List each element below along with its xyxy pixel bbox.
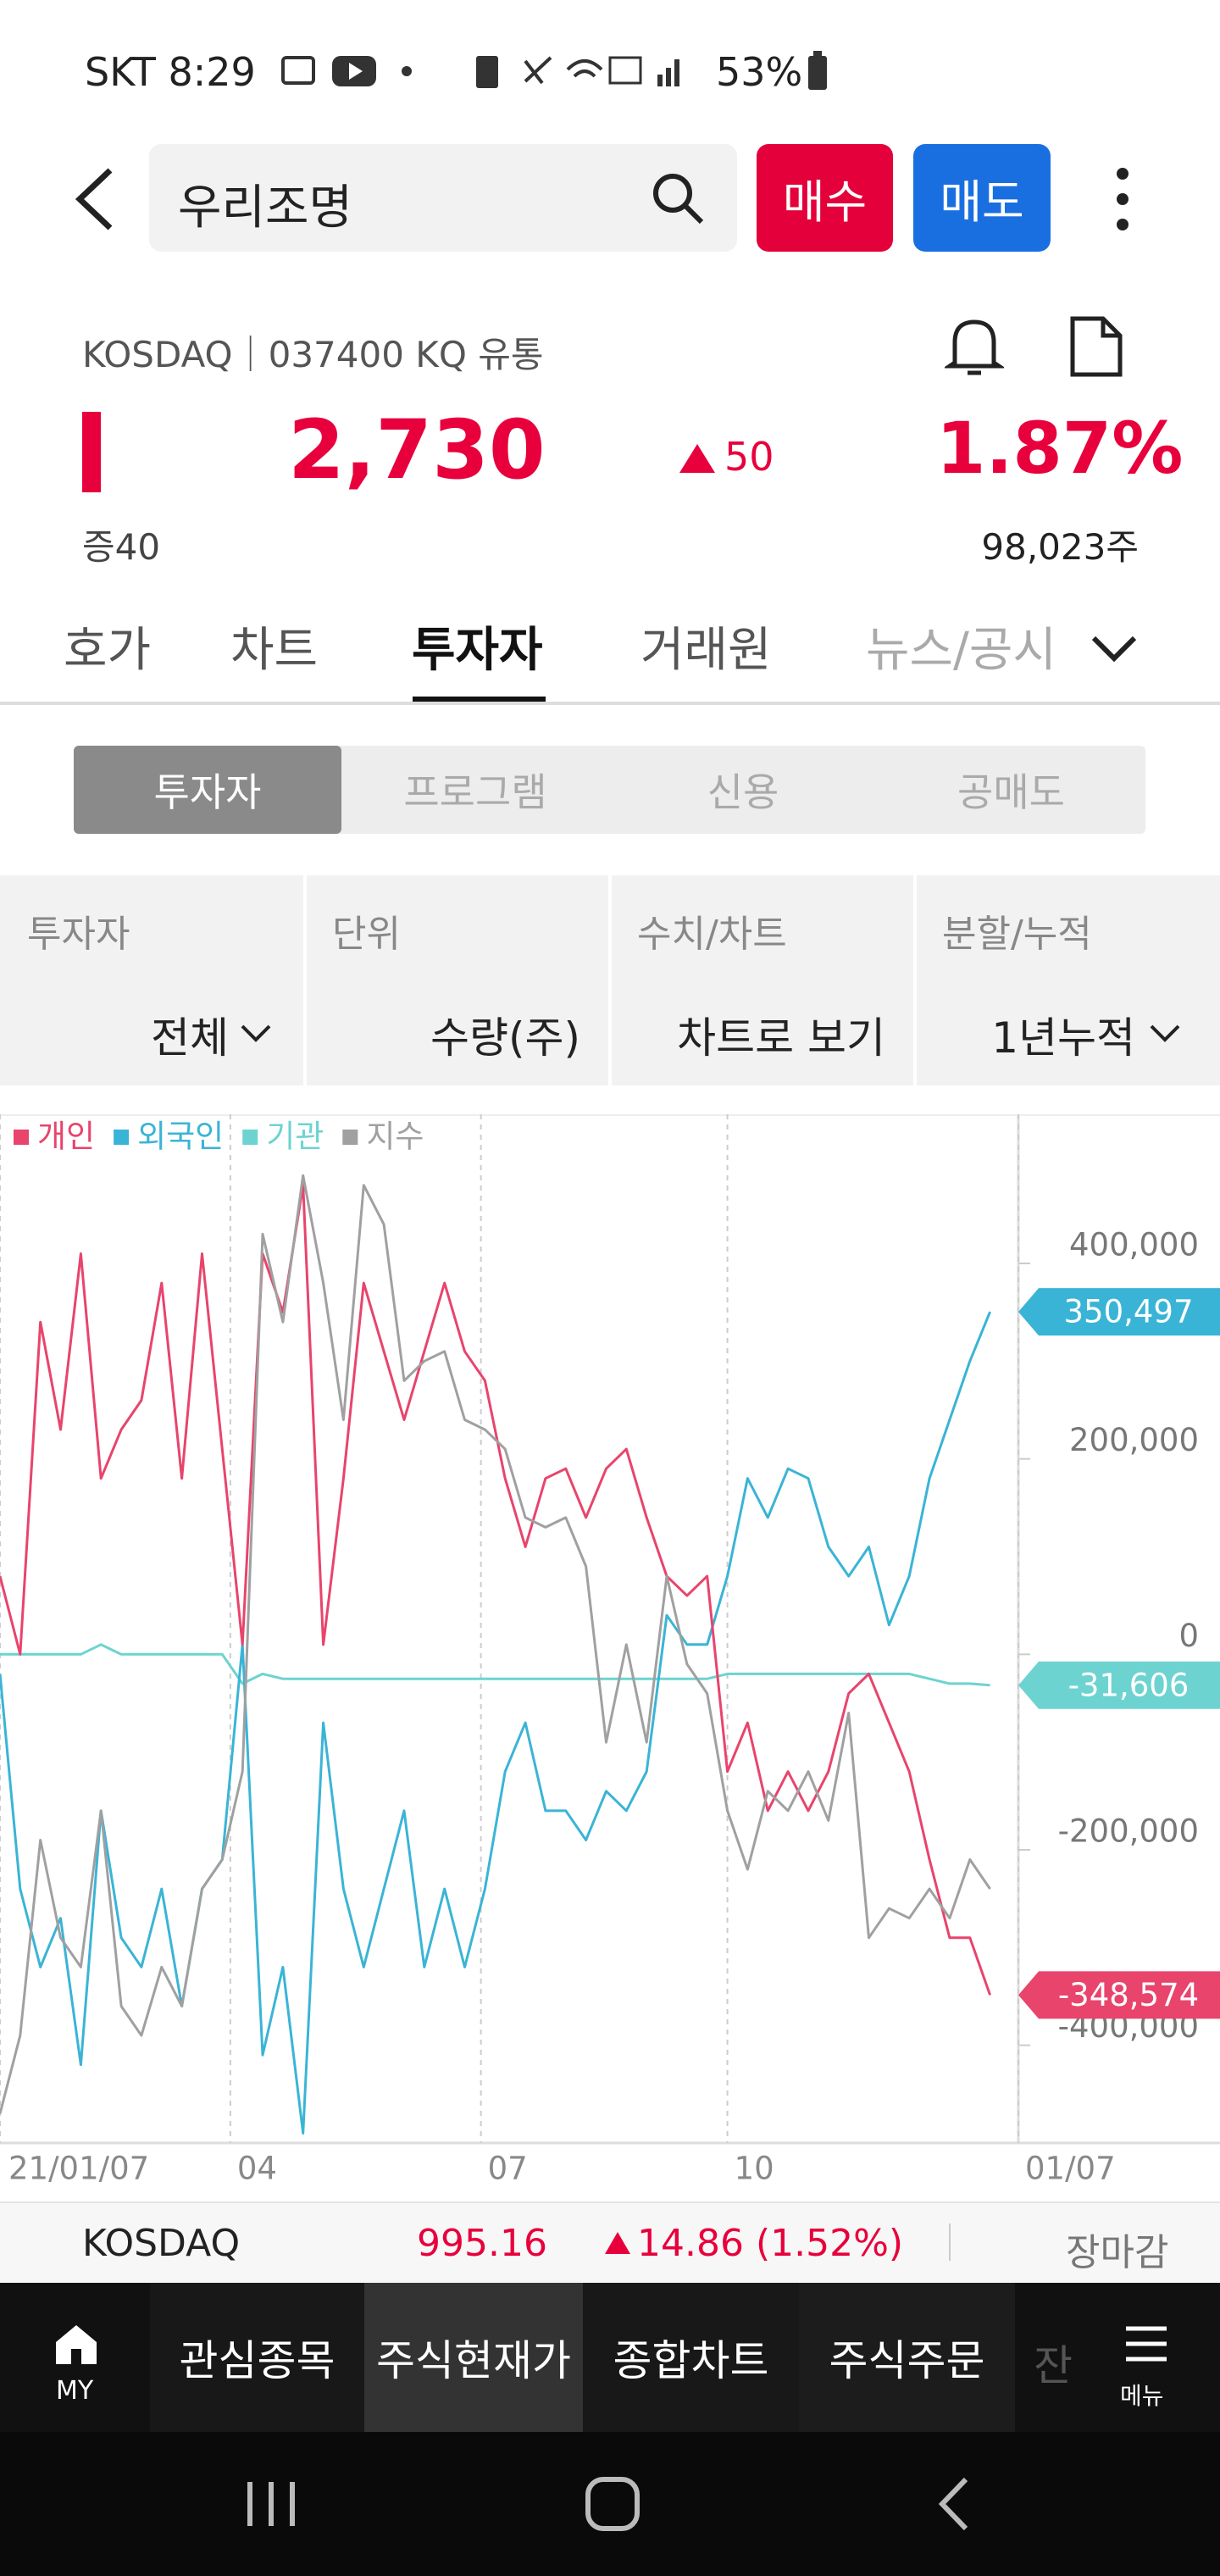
filter-label: 투자자: [27, 913, 130, 956]
filter-label: 분할/누적: [942, 913, 1092, 956]
nav-item[interactable]: 잔: [1034, 2341, 1073, 2390]
y-tick-label: 200,000: [1069, 1422, 1199, 1458]
nav-item-active[interactable]: 주식현재가: [364, 2283, 583, 2432]
segment-active[interactable]: 투자자: [74, 746, 341, 834]
filter-value[interactable]: 수량(주): [430, 1013, 580, 1063]
segment[interactable]: 신용: [707, 769, 779, 815]
sell-button[interactable]: 매도: [913, 144, 1051, 252]
filter-value[interactable]: 전체: [151, 1013, 229, 1063]
filter-value[interactable]: 1년누적: [991, 1013, 1135, 1063]
market-info: KOSDAQ｜037400 KQ 유통: [82, 334, 544, 375]
price: 2,730: [288, 402, 546, 497]
value-tag: [1018, 1971, 1220, 2019]
search-text: 우리조명: [178, 180, 353, 236]
search-box[interactable]: 우리조명: [149, 144, 737, 252]
bottom-nav: MY 관심종목 주식현재가 종합차트 주식주문 잔 메뉴: [0, 2283, 1220, 2432]
x-tick-label: 01/07: [1025, 2151, 1116, 2187]
index-change: 14.86 (1.52%): [637, 2222, 904, 2265]
legend-label: 기관: [266, 1119, 324, 1155]
nav-my[interactable]: MY: [56, 2376, 94, 2406]
alert-button[interactable]: [945, 314, 1004, 381]
buy-button[interactable]: 매수: [757, 144, 893, 252]
x-tick-label: 04: [237, 2151, 277, 2187]
menu-icon: [1126, 2326, 1167, 2362]
tab-active[interactable]: 투자자: [412, 623, 543, 678]
recents-button[interactable]: [241, 2479, 301, 2529]
battery-icon: [808, 51, 827, 90]
nav-item[interactable]: 주식주문: [799, 2283, 1015, 2432]
home-button[interactable]: [583, 2474, 642, 2534]
nav-menu[interactable]: 메뉴: [1120, 2382, 1164, 2410]
price-bar: [82, 412, 101, 492]
more-button[interactable]: [1110, 165, 1135, 233]
legend-swatch: [14, 1130, 29, 1145]
filter-divider: [303, 875, 307, 1085]
x-tick-label: 07: [488, 2151, 528, 2187]
back-nav-button[interactable]: [932, 2474, 974, 2534]
segment[interactable]: 프로그램: [403, 769, 547, 815]
tab[interactable]: 호가: [64, 623, 152, 678]
volume: 98,023주: [981, 526, 1139, 568]
legend-swatch: [114, 1130, 130, 1145]
divider: [0, 702, 1220, 705]
series-line: [0, 1643, 990, 1687]
series-line: [0, 1174, 991, 2114]
battery-text: 53%: [716, 49, 803, 95]
nav-item[interactable]: 관심종목: [150, 2283, 364, 2432]
home-icon: [56, 2325, 97, 2364]
dropdown-icon: [241, 1024, 271, 1042]
filter-label: 수치/차트: [637, 913, 787, 956]
chart-background: [0, 1114, 1220, 2199]
change: 50: [724, 434, 774, 480]
y-tick-label: -200,000: [1058, 1813, 1199, 1850]
up-triangle: [605, 2232, 630, 2254]
index-value: 995.16: [417, 2222, 547, 2265]
system-nav: [0, 2432, 1220, 2576]
tab[interactable]: 거래원: [640, 623, 772, 678]
filter-label: 단위: [332, 913, 401, 956]
memo-button[interactable]: [1068, 315, 1127, 380]
tab[interactable]: 차트: [230, 623, 319, 678]
y-tick-label: 0: [1178, 1618, 1199, 1654]
legend-label: 개인: [37, 1119, 95, 1155]
filter-divider: [608, 875, 612, 1085]
value-tag-label: 350,497: [1063, 1294, 1193, 1330]
x-tick-label: 21/01/07: [8, 2151, 149, 2187]
legend-swatch: [342, 1130, 358, 1145]
status-time: SKT 8:29: [85, 49, 256, 95]
segment[interactable]: 공매도: [957, 769, 1065, 815]
tab[interactable]: 뉴스/공시: [866, 623, 1056, 678]
index-bar: KOSDAQ 995.16 14.86 (1.52%) 장마감: [0, 2201, 1220, 2285]
investor-chart: 21/01/07 04 07 10 01/07 400,000 200,000 0 -200,0…: [0, 1114, 1220, 2199]
legend-label: 외국인: [137, 1119, 224, 1155]
sub-change: 증40: [82, 526, 161, 568]
series-line: [0, 1184, 992, 1996]
dropdown-icon: [1150, 1024, 1180, 1042]
filter-value[interactable]: 차트로 보기: [677, 1013, 885, 1063]
value-tag: [1018, 1288, 1220, 1336]
value-tag-label: -348,574: [1058, 1977, 1199, 2013]
index-name: KOSDAQ: [82, 2222, 241, 2265]
separator: [949, 2223, 951, 2261]
y-tick-label: 400,000: [1069, 1227, 1199, 1263]
tab-underline: [413, 697, 546, 703]
legend-label: 지수: [366, 1119, 424, 1155]
nav-item[interactable]: 종합차트: [583, 2283, 799, 2432]
change-rate: 1.87%: [936, 407, 1184, 490]
up-triangle: [679, 444, 715, 473]
market-status: 장마감: [1066, 2231, 1169, 2274]
value-tag-label: -31,606: [1068, 1667, 1190, 1703]
search-icon: [653, 174, 704, 225]
filter-divider: [913, 875, 917, 1085]
legend-swatch: [242, 1130, 258, 1145]
value-tag: [1018, 1661, 1220, 1709]
status-icons: [281, 56, 679, 88]
tab-expand[interactable]: [1089, 631, 1140, 665]
back-button[interactable]: [68, 165, 119, 233]
series-line: [0, 1311, 991, 2135]
x-tick-label: 10: [735, 2151, 774, 2187]
